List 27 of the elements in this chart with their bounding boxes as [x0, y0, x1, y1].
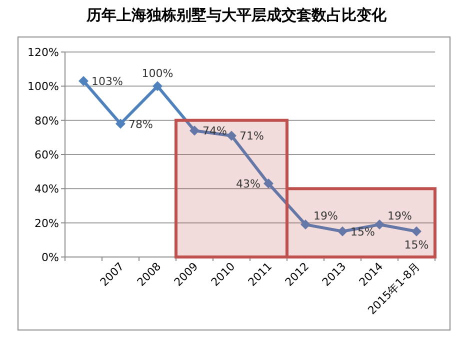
point — [190, 126, 200, 136]
text: 78% — [128, 118, 153, 131]
point — [374, 220, 384, 230]
point — [152, 81, 162, 92]
y-tick-label: 80% — [34, 114, 59, 128]
y-tick-label: 0% — [42, 251, 59, 264]
point — [300, 220, 310, 230]
y-tick-label: 120% — [28, 46, 59, 59]
y-tick-label: 100% — [28, 80, 59, 94]
text: 71% — [240, 130, 264, 143]
point — [338, 226, 348, 236]
text: 15% — [404, 238, 429, 252]
text: 15% — [350, 225, 375, 238]
point — [412, 226, 422, 236]
text: 100% — [142, 67, 174, 80]
text: 19% — [314, 210, 338, 223]
text: 103% — [92, 75, 123, 88]
text: 43% — [236, 178, 260, 191]
chart-title: 历年上海独栋别墅与大平层成交套数占比变化 — [86, 6, 388, 24]
y-tick-label: 20% — [34, 216, 59, 230]
text: 19% — [388, 210, 412, 223]
point — [116, 118, 126, 129]
point — [226, 130, 236, 141]
y-tick-label: 60% — [34, 148, 59, 162]
point — [264, 178, 274, 189]
y-tick-label: 40% — [34, 182, 59, 196]
point — [78, 76, 88, 86]
